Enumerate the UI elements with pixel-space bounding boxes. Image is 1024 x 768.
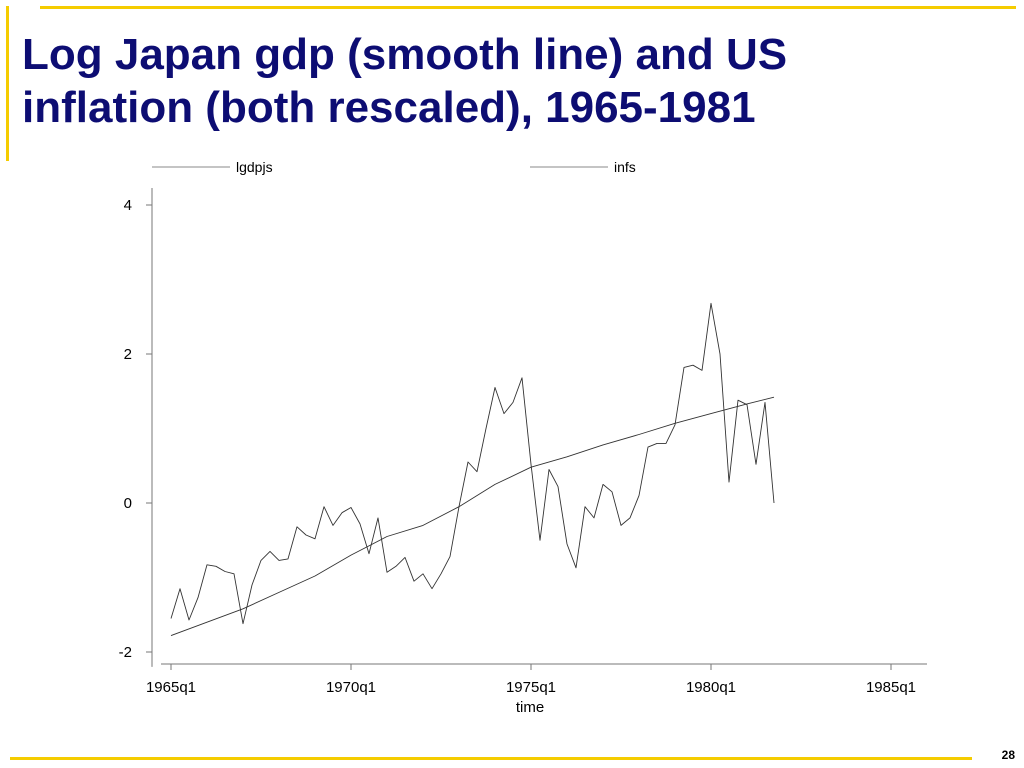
left-accent-rule [6,6,9,161]
series-line-lgdpjs [170,396,775,637]
page-number: 28 [1001,748,1015,762]
legend-label-lgdpjs: lgdpjs [236,159,273,175]
chart-legend: lgdpjs infs [152,159,636,175]
legend-label-infs: infs [614,159,636,175]
slide-title-line-1: Log Japan gdp (smooth line) and US [22,30,788,79]
series-line-infs [170,302,775,625]
x-tick-label: 1970q1 [326,679,376,696]
x-axis-label: time [516,699,544,716]
y-tick-label: 4 [124,197,132,214]
y-tick-label: 2 [124,346,132,363]
bottom-accent-rule [10,757,972,760]
chart-plot-area [170,302,775,637]
y-tick-label: -2 [119,644,132,661]
x-tick-label: 1985q1 [866,679,916,696]
x-tick-label: 1975q1 [506,679,556,696]
x-tick-label: 1980q1 [686,679,736,696]
y-tick-label: 0 [124,495,132,512]
slide-title-line-2: inflation (both rescaled), 1965-1981 [22,83,756,132]
top-accent-rule [40,6,1016,9]
x-tick-label: 1965q1 [146,679,196,696]
slide-title: Log Japan gdp (smooth line) and US infla… [22,28,1002,134]
chart-axes: 4 2 0 -2 1965q1 1970q1 1975q1 1980q1 1985q1 [119,188,927,696]
